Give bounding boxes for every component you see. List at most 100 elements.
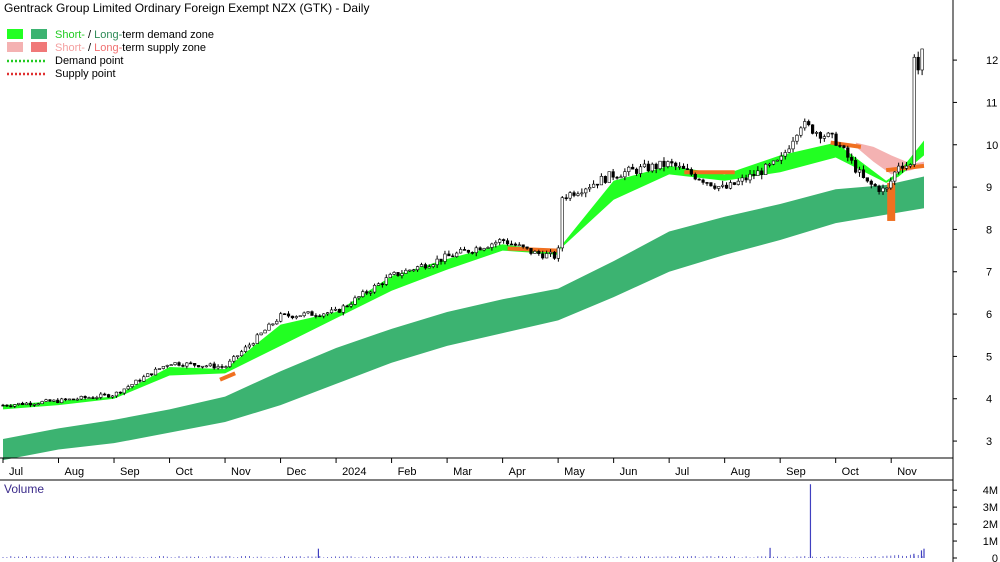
candle-body: [181, 365, 185, 367]
chart-title: Gentrack Group Limited Ordinary Foreign …: [4, 1, 369, 15]
legend-swatch-short: [7, 42, 23, 52]
candle-body: [56, 399, 60, 403]
candle-body: [877, 185, 881, 192]
candle-body: [353, 297, 357, 305]
candle-body: [580, 192, 584, 195]
candle-body: [818, 132, 823, 139]
candle-body: [165, 365, 169, 367]
volume-title: Volume: [4, 482, 44, 496]
candle-body: [189, 362, 193, 365]
candle-body: [787, 148, 791, 153]
candle-body: [290, 315, 295, 319]
x-tick-label: Aug: [731, 466, 751, 478]
legend-label: Short- / Long-term supply zone: [55, 42, 206, 54]
volume-tick-label: 2M: [983, 519, 998, 531]
candle-body: [807, 121, 811, 126]
candle-body: [286, 313, 291, 317]
candle-body: [146, 373, 150, 378]
candle-body: [564, 197, 568, 200]
candle-body: [212, 363, 216, 369]
candle-body: [173, 362, 177, 365]
candle-body: [251, 343, 255, 346]
candle-body: [91, 397, 95, 399]
candle-body: [44, 399, 48, 402]
candle-body: [556, 247, 560, 259]
candle-body: [255, 334, 259, 344]
candle-body: [99, 393, 103, 398]
legend-label-part: /: [85, 42, 94, 54]
candle-body: [904, 165, 909, 169]
candle-body: [220, 366, 224, 368]
candle-body: [689, 169, 693, 175]
candle-body: [298, 315, 302, 318]
volume-panel: Volume 0 1M 2M 3M 4M: [0, 479, 998, 562]
legend-label-part: /: [85, 29, 94, 41]
candle-body: [721, 184, 725, 187]
candle-body: [525, 246, 529, 249]
candle-body: [365, 291, 369, 294]
y-tick-label: 11: [986, 97, 997, 109]
candle-body: [650, 163, 654, 172]
candle-body: [9, 405, 13, 408]
candle-body: [122, 388, 126, 394]
candle-body: [893, 171, 897, 182]
candle-body: [619, 176, 623, 179]
candle-body: [873, 184, 877, 187]
volume-tick-label: 3M: [983, 502, 998, 514]
candle-body: [658, 160, 662, 169]
candle-body: [130, 384, 134, 387]
candle-body: [693, 173, 697, 180]
x-tick-label: 2024: [342, 466, 366, 478]
candle-body: [881, 187, 885, 192]
candle-body: [193, 363, 197, 366]
candle-body: [427, 266, 431, 269]
candle-body: [314, 315, 318, 317]
candle-body: [752, 173, 756, 176]
candle-body: [271, 323, 275, 326]
candle-body: [83, 396, 87, 399]
candle-body: [435, 258, 439, 266]
candle-body: [376, 283, 381, 286]
candle-body: [87, 397, 91, 399]
demand-supply-zones: [3, 140, 925, 461]
candle-body: [576, 193, 580, 196]
candle-body: [396, 272, 400, 276]
candle-body: [490, 243, 494, 248]
candle-body: [157, 368, 162, 370]
candle-body: [803, 121, 807, 129]
candle-body: [779, 155, 783, 161]
candle-body: [118, 391, 122, 394]
candle-body: [478, 247, 482, 251]
candle-body: [595, 183, 600, 186]
candle-body: [306, 311, 310, 314]
candle-body: [114, 391, 119, 397]
candle-body: [185, 362, 189, 367]
candle-body: [310, 311, 314, 316]
candle-body: [1, 404, 5, 407]
candle-body: [670, 161, 674, 164]
candle-body: [916, 56, 920, 71]
candle-body: [814, 132, 819, 134]
volume-tick-label: 0: [992, 553, 998, 562]
candle-body: [228, 360, 232, 367]
candle-body: [216, 366, 220, 369]
candle-body: [709, 182, 713, 187]
candle-body: [357, 296, 361, 299]
candle-body: [138, 379, 142, 382]
x-tick-label: Sep: [120, 466, 140, 478]
candle-body: [392, 272, 396, 275]
candle-body: [408, 269, 412, 272]
legend-label-part: Short-: [55, 29, 85, 41]
legend-swatch-long: [31, 42, 47, 52]
candle-body: [470, 252, 474, 254]
candle-body: [678, 165, 682, 168]
candle-body: [548, 251, 553, 254]
candle-body: [850, 157, 854, 161]
x-tick-label: Jul: [9, 466, 23, 478]
candle-body: [767, 163, 772, 166]
candle-body: [756, 170, 760, 176]
candle-body: [783, 152, 787, 157]
candle-body: [369, 291, 373, 294]
candle-body: [513, 243, 517, 246]
